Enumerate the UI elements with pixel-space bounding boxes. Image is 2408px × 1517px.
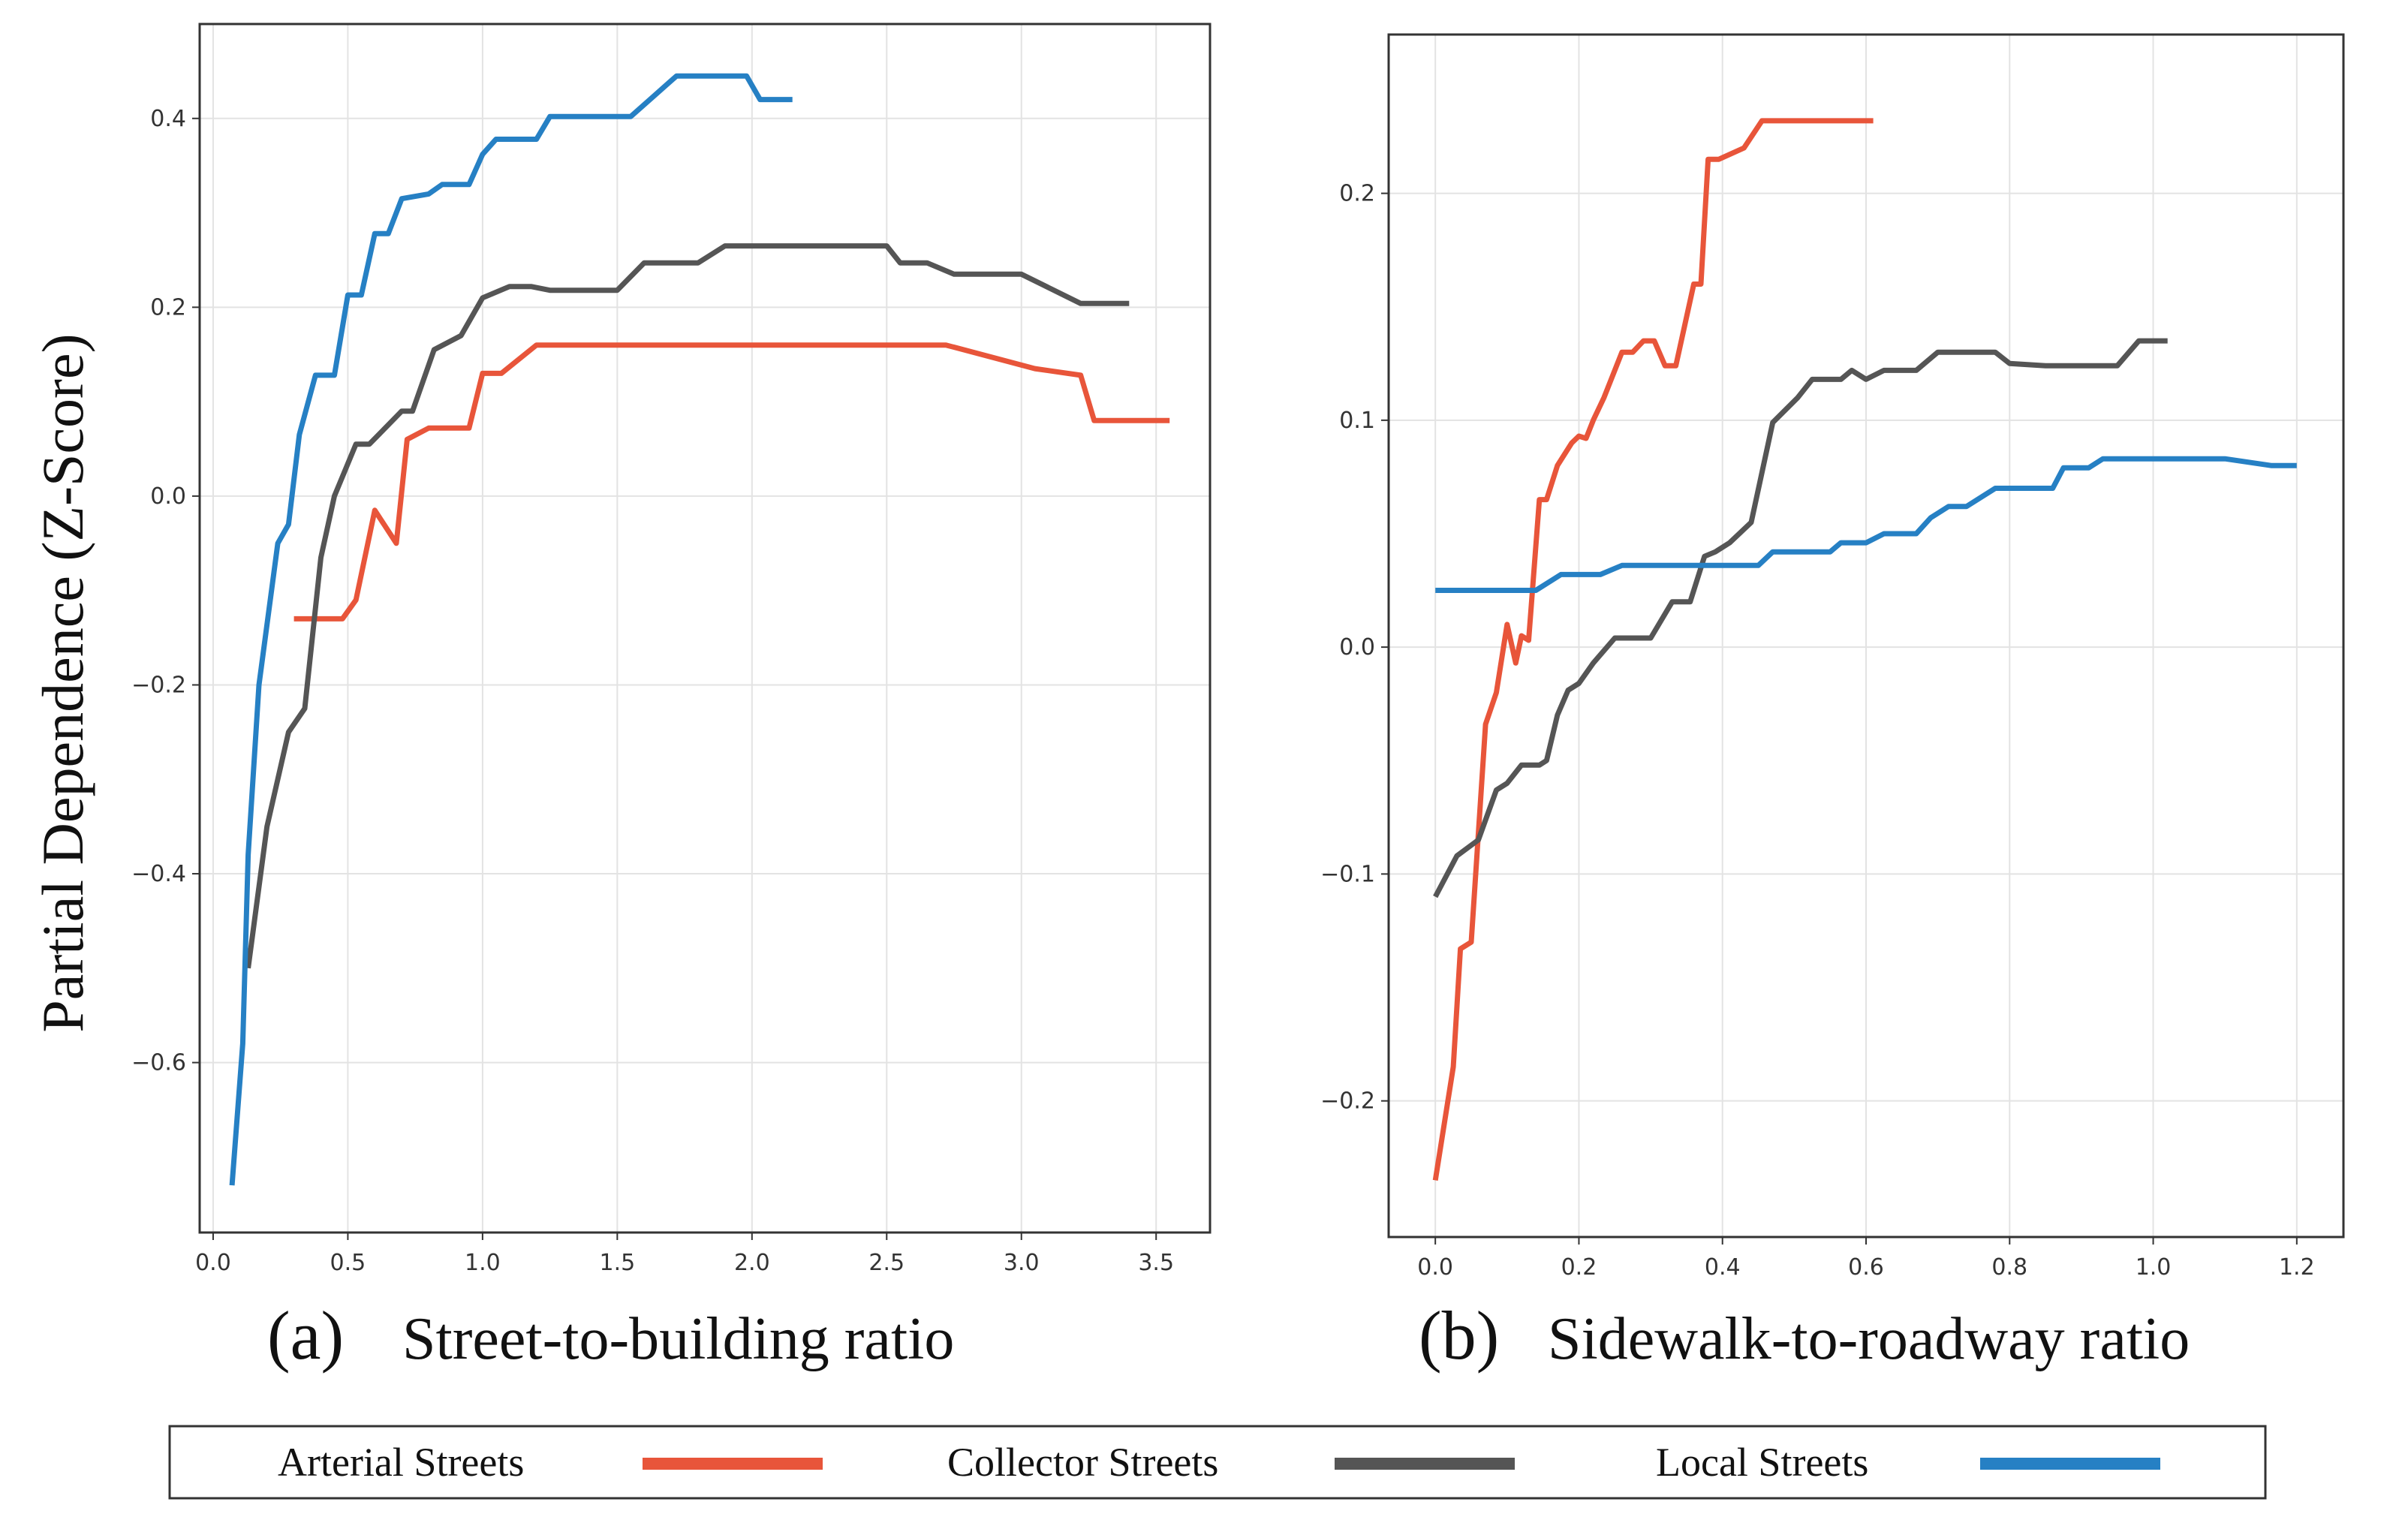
panel-b-ticks: 0.0 0.2 0.4 0.6 0.8 1.0 1.2 −0.2 −0.1 0.0 0.1 0.2 xyxy=(1320,181,2315,1281)
panel-a-series-arterial xyxy=(293,342,1170,622)
y-axis-label: Partial Dependence (Z-Score) xyxy=(30,333,95,1032)
panel-b-xtick-label: 0.6 xyxy=(1848,1254,1884,1281)
panel-b-xlabel: Sidewalk-to-roadway ratio xyxy=(1548,1306,2190,1372)
panel-a-grid xyxy=(200,24,1210,1233)
panel-a-ticks: 0.0 0.5 1.0 1.5 2.0 2.5 3.0 3.5 −0.6 −0.4 −0.2 0.0 0… xyxy=(131,106,1174,1276)
panel-a-xtick-label: 0.5 xyxy=(330,1250,366,1276)
panel-a-xtick-label: 2.0 xyxy=(734,1250,770,1276)
panel-a-series-collector xyxy=(245,243,1130,969)
panel-b-xtick-label: 1.0 xyxy=(2136,1254,2172,1281)
panel-b-xtick-label: 0.2 xyxy=(1561,1254,1597,1281)
panel-b-ytick-label: −0.2 xyxy=(1320,1088,1375,1115)
panel-a-ytick-label: 0.0 xyxy=(150,483,186,510)
panel-a-ytick-label: −0.6 xyxy=(131,1050,186,1076)
panel-b-ytick-label: 0.0 xyxy=(1339,634,1375,661)
panel-a-xlabel: Street-to-building ratio xyxy=(402,1306,954,1372)
panel-b-ytick-label: −0.1 xyxy=(1320,861,1375,887)
panel-a-ytick-label: −0.4 xyxy=(131,861,186,887)
panel-a-xtick-label: 1.0 xyxy=(465,1250,501,1276)
panel-a-frame xyxy=(198,23,1212,1234)
panel-a-ytick-label: 0.2 xyxy=(150,294,186,321)
legend-frame xyxy=(168,1425,2267,1500)
panel-a-xtick-label: 3.5 xyxy=(1138,1250,1174,1276)
panel-b-label: (b) xyxy=(1419,1297,1499,1374)
panel-a-series-local xyxy=(229,73,793,1186)
panel-b: 0.0 0.2 0.4 0.6 0.8 1.0 1.2 −0.2 −0.1 0.0 0.1 0.2 (… xyxy=(1320,33,2345,1374)
panel-b-ytick-label: 0.1 xyxy=(1339,408,1375,434)
panel-b-xtick-label: 0.4 xyxy=(1705,1254,1741,1281)
legend: Arterial Streets Collector Streets Local… xyxy=(168,1425,2267,1500)
panel-b-series-collector xyxy=(1433,338,2168,898)
panel-b-xtick-label: 0.0 xyxy=(1417,1254,1453,1281)
panel-b-series xyxy=(1432,118,2297,1181)
panel-b-grid xyxy=(1389,35,2343,1237)
panel-b-series-arterial xyxy=(1432,118,1874,1181)
legend-label-arterial: Arterial Streets xyxy=(278,1440,524,1485)
panel-a: 0.0 0.5 1.0 1.5 2.0 2.5 3.0 3.5 −0.6 −0.4 −0.2 0.0 0… xyxy=(131,23,1212,1374)
panel-a-xtick-label: 3.0 xyxy=(1004,1250,1040,1276)
panel-a-ytick-label: 0.4 xyxy=(150,106,186,132)
panel-b-series-local xyxy=(1435,456,2297,593)
legend-label-local: Local Streets xyxy=(1656,1440,1868,1485)
panel-a-xtick-label: 2.5 xyxy=(868,1250,905,1276)
panel-b-ytick-label: 0.2 xyxy=(1339,181,1375,207)
panel-b-xtick-label: 0.8 xyxy=(1991,1254,2027,1281)
panel-a-label: (a) xyxy=(267,1297,344,1374)
legend-label-collector: Collector Streets xyxy=(947,1440,1218,1485)
panel-b-xtick-label: 1.2 xyxy=(2279,1254,2315,1281)
panel-a-series xyxy=(229,73,1170,1186)
panel-a-ytick-label: −0.2 xyxy=(131,672,186,698)
panel-a-xtick-label: 0.0 xyxy=(195,1250,231,1276)
panel-a-xtick-label: 1.5 xyxy=(599,1250,635,1276)
